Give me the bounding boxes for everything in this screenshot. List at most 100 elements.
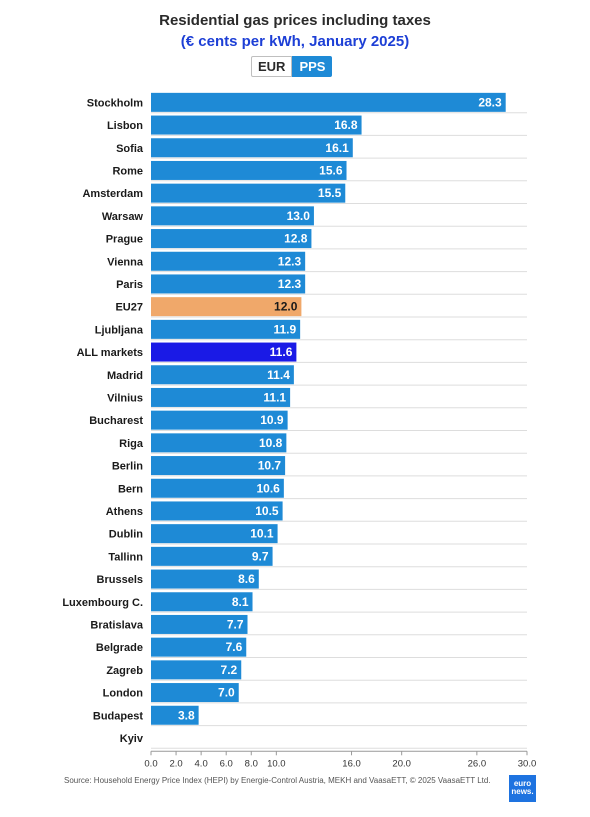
bar [151,705,199,725]
category-label: Athens [106,506,143,518]
bar [151,569,259,589]
value-label: 28.3 [478,95,502,109]
category-label: Brussels [97,574,143,586]
value-label: 12.3 [278,277,302,291]
category-label: Amsterdam [82,188,143,200]
bar [151,206,314,226]
bar [151,297,302,317]
bar [151,660,242,680]
value-label: 13.0 [287,209,311,223]
value-label: 11.1 [263,390,286,404]
bar [151,92,506,112]
category-label: Dublin [109,529,143,541]
bar [151,614,248,634]
value-label: 11.9 [273,322,296,336]
category-label: Ljubljana [95,324,144,336]
toggle-eur-button[interactable]: EUR [251,56,293,77]
category-label: Paris [116,279,143,291]
value-label: 15.6 [319,163,343,177]
category-label: Lisbon [107,120,143,132]
x-tick-label: 2.0 [169,758,182,769]
bar [151,387,291,407]
category-label: Belgrade [96,642,143,654]
euronews-logo: euro news. [509,775,536,802]
value-label: 12.3 [278,254,302,268]
toggle-pps-button[interactable]: PPS [292,56,333,77]
value-label: 10.8 [259,436,283,450]
value-label: 9.7 [252,549,269,563]
bar [151,433,287,453]
x-tick-label: 8.0 [245,758,258,769]
source-note: Source: Household Energy Price Index (HE… [64,776,491,785]
bar [151,229,312,249]
value-label: 11.6 [270,345,293,359]
value-label: 7.0 [218,686,235,700]
bar [151,683,239,703]
bar [151,342,297,362]
currency-toggle: EUR PPS [251,56,333,77]
bar [151,251,306,271]
value-label: 12.8 [284,232,308,246]
value-label: 7.2 [221,663,238,677]
category-label: Bucharest [89,415,143,427]
x-tick-label: 10.0 [267,758,286,769]
x-tick-label: 30.0 [518,758,537,769]
bar [151,501,283,521]
bar [151,478,284,498]
bar [151,524,278,544]
category-label: Berlin [112,461,143,473]
value-label: 16.8 [334,118,358,132]
category-label: Stockholm [87,97,143,109]
value-label: 12.0 [274,300,298,314]
category-label: Sofia [116,143,144,155]
category-label: Warsaw [102,211,144,223]
category-label: EU27 [115,302,143,314]
category-label: Bern [118,483,143,495]
chart-subtitle: (€ cents per kWh, January 2025) [180,33,410,50]
value-label: 10.5 [255,504,279,518]
category-label: Riga [119,438,144,450]
category-label: Madrid [107,370,143,382]
category-label: Zagreb [106,665,143,677]
bar [151,410,288,430]
value-label: 3.8 [178,708,195,722]
x-tick-label: 26.0 [468,758,487,769]
category-label: Prague [106,234,143,246]
chart-title: Residential gas prices including taxes [159,12,431,29]
bar [151,138,353,158]
x-tick-label: 6.0 [220,758,233,769]
category-label: Bratislava [90,619,143,631]
category-label: Vilnius [107,392,143,404]
bar [151,183,346,203]
x-tick-label: 0.0 [144,758,157,769]
category-label: Budapest [93,710,143,722]
bar [151,274,306,294]
value-label: 7.6 [226,640,243,654]
value-label: 16.1 [325,141,349,155]
category-label: Kyiv [120,733,144,745]
bar [151,365,294,385]
x-tick-label: 4.0 [195,758,208,769]
category-label: Vienna [107,256,144,268]
bar [151,160,347,180]
category-label: Luxembourg C. [62,597,143,609]
value-label: 8.6 [238,572,255,586]
x-tick-label: 16.0 [342,758,361,769]
bar [151,546,273,566]
value-label: 11.4 [267,368,290,382]
value-label: 10.1 [250,527,274,541]
bar [151,592,253,612]
value-label: 7.7 [227,617,244,631]
category-label: Rome [112,165,143,177]
bar-chart: Stockholm 28.3 Lisbon 16.8 Sofia 16.1 Rome 15.6… [62,92,537,769]
value-label: 10.7 [258,459,282,473]
category-label: London [103,688,144,700]
category-label: ALL markets [77,347,143,359]
category-label: Tallinn [108,551,143,563]
value-label: 15.5 [318,186,342,200]
bar [151,456,286,476]
bar [151,637,247,657]
bar [151,115,362,135]
value-label: 10.6 [256,481,280,495]
x-tick-label: 20.0 [392,758,411,769]
